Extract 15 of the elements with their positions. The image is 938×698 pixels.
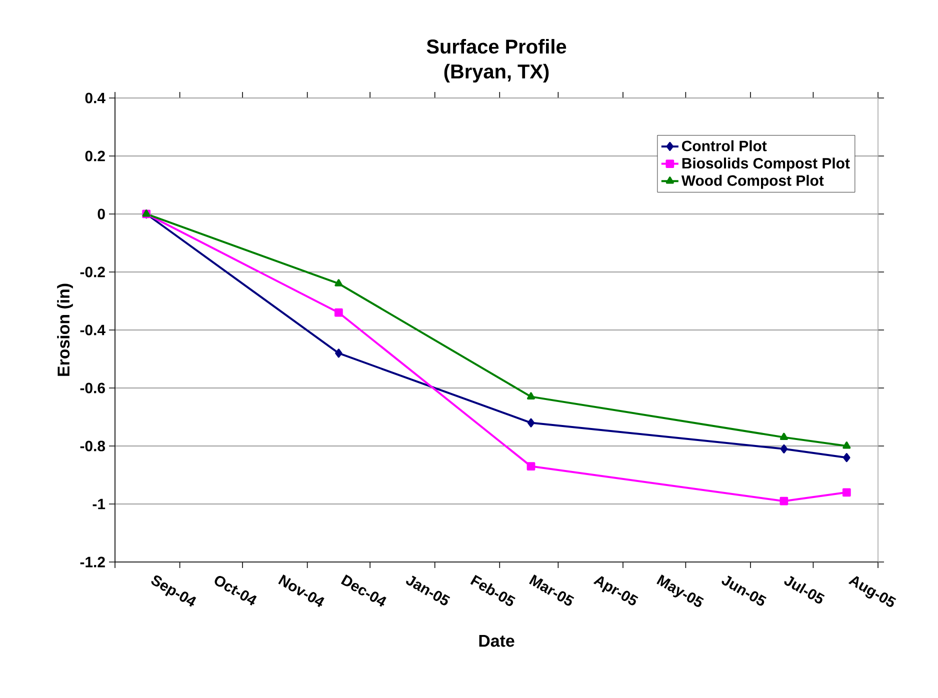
legend-label: Control Plot xyxy=(682,140,767,152)
y-tick-label: -0.8 xyxy=(80,440,106,452)
y-tick-label: -1 xyxy=(92,498,106,510)
y-tick-label: -0.6 xyxy=(80,382,105,394)
y-tick-label: -0.2 xyxy=(80,266,105,278)
y-tick-label: 0 xyxy=(98,208,105,220)
y-axis-title: Erosion (in) xyxy=(57,284,73,376)
chart-title: Surface Profile (Bryan, TX) xyxy=(426,39,566,82)
legend-label: Biosolids Compost Plot xyxy=(682,158,850,172)
y-tick-label: 0.2 xyxy=(85,150,105,162)
y-tick-label: 0.4 xyxy=(85,92,106,104)
y-tick-label: -1.2 xyxy=(80,556,105,568)
x-axis-title: Date xyxy=(479,635,514,647)
y-tick-label: -0.4 xyxy=(80,324,106,336)
legend-label: Wood Compost Plot xyxy=(681,174,824,189)
